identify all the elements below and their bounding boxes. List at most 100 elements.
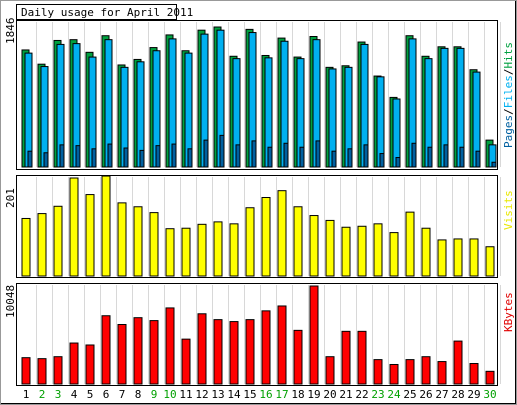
bar-pages-day-5	[91, 148, 97, 168]
bar-kbytes-day-5	[85, 344, 95, 385]
bar-pages-day-16	[267, 146, 273, 168]
x-tick-label-day-7: 7	[119, 388, 126, 401]
x-tick-label-day-24: 24	[387, 388, 401, 401]
bar-pages-day-20	[331, 150, 337, 168]
x-tick-label-day-11: 11	[179, 388, 192, 401]
bar-visits-day-6	[101, 175, 111, 277]
x-tick-label-day-15: 15	[243, 388, 256, 401]
bar-pages-day-3	[59, 144, 65, 168]
x-axis-labels: 1 2 3 4 5 6 7 8 9 10 11 12 13 14 15 16 17 18 19 20 21 22 23 24 2…	[23, 388, 497, 401]
x-tick-label-day-5: 5	[87, 388, 94, 401]
x-tick-label-day-28: 28	[451, 388, 464, 401]
x-tick-label-day-4: 4	[71, 388, 78, 401]
bar-kbytes-day-19	[309, 285, 319, 385]
bar-visits-day-9	[149, 212, 159, 277]
bar-visits-day-13	[213, 221, 223, 277]
bar-visits-day-7	[117, 202, 127, 277]
bar-pages-day-24	[395, 157, 401, 168]
bar-kbytes-day-23	[373, 359, 383, 385]
panel-kbytes-frame	[16, 283, 498, 386]
bar-pages-day-19	[315, 140, 321, 168]
bar-kbytes-day-6	[101, 315, 111, 385]
bar-kbytes-day-11	[181, 338, 191, 385]
grid-layer	[36, 22, 501, 384]
bar-kbytes-day-18	[293, 329, 303, 385]
hits-ymax-label: 1846	[4, 18, 17, 45]
legend-sep-1: /	[502, 108, 515, 115]
bar-pages-day-23	[379, 153, 385, 168]
x-tick-label-day-25: 25	[403, 388, 416, 401]
bar-visits-day-8	[133, 206, 143, 277]
bar-visits-day-11	[181, 227, 191, 277]
x-tick-label-day-13: 13	[211, 388, 224, 401]
bar-pages-day-7	[123, 147, 129, 168]
bar-visits-day-1	[21, 217, 31, 277]
legend-hits: Hits	[502, 42, 515, 69]
bar-pages-day-10	[171, 143, 177, 168]
bar-pages-day-11	[187, 148, 193, 168]
bar-kbytes-day-10	[165, 307, 175, 385]
bar-kbytes-day-30	[485, 370, 495, 385]
x-tick-label-day-17: 17	[275, 388, 288, 401]
bar-visits-day-3	[53, 205, 63, 277]
bar-files-day-2	[40, 66, 49, 168]
bar-pages-day-27	[443, 144, 449, 168]
bar-visits-day-29	[469, 238, 479, 277]
chart-title: Daily usage for April 2011	[21, 6, 193, 19]
bar-kbytes-day-26	[421, 356, 431, 385]
bar-pages-day-14	[235, 144, 241, 168]
bar-visits-day-15	[245, 207, 255, 277]
bar-visits-day-25	[405, 211, 415, 277]
bar-files-day-1	[24, 52, 33, 168]
bar-pages-day-2	[43, 152, 49, 168]
bar-kbytes-day-22	[357, 330, 367, 385]
bar-visits-day-26	[421, 227, 431, 277]
bar-visits-day-12	[197, 223, 207, 277]
bar-pages-day-22	[363, 144, 369, 168]
x-tick-label-day-12: 12	[195, 388, 208, 401]
bar-visits-day-24	[389, 232, 399, 277]
bar-kbytes-day-14	[229, 321, 239, 385]
bar-pages-day-15	[251, 140, 257, 168]
bar-kbytes-day-13	[213, 319, 223, 385]
panel-visits-frame	[16, 175, 498, 278]
panel-hits-frame	[16, 20, 498, 170]
bar-kbytes-day-9	[149, 320, 159, 385]
bar-visits-day-22	[357, 225, 367, 277]
x-tick-label-day-29: 29	[467, 388, 480, 401]
x-tick-label-day-3: 3	[55, 388, 62, 401]
bar-visits-day-30	[485, 246, 495, 277]
x-tick-label-day-16: 16	[259, 388, 272, 401]
x-tick-label-day-26: 26	[419, 388, 432, 401]
legend-pages: Pages	[502, 115, 515, 148]
bar-kbytes-day-15	[245, 319, 255, 385]
bar-visits-day-2	[37, 213, 47, 277]
bar-kbytes-day-27	[437, 361, 447, 385]
bar-kbytes-day-7	[117, 324, 127, 385]
bar-visits-day-27	[437, 239, 447, 277]
x-tick-label-day-27: 27	[435, 388, 448, 401]
bar-visits-day-20	[325, 219, 335, 277]
x-tick-label-day-20: 20	[323, 388, 336, 401]
x-tick-label-day-8: 8	[135, 388, 142, 401]
bar-visits-day-17	[277, 190, 287, 277]
bar-pages-day-26	[427, 146, 433, 168]
bar-kbytes-day-21	[341, 330, 351, 385]
x-tick-label-day-22: 22	[355, 388, 368, 401]
visits-legend: Visits	[502, 190, 515, 230]
bar-visits-day-5	[85, 194, 95, 277]
bar-visits-day-4	[69, 177, 79, 277]
bar-pages-day-6	[107, 143, 113, 168]
bar-visits-day-10	[165, 228, 175, 277]
bar-visits-day-19	[309, 215, 319, 277]
legend-files: Files	[502, 75, 515, 108]
bar-kbytes-day-16	[261, 310, 271, 385]
bar-pages-day-25	[411, 142, 417, 168]
x-tick-label-day-23: 23	[371, 388, 384, 401]
bar-pages-day-29	[475, 150, 481, 168]
x-tick-label-day-21: 21	[339, 388, 352, 401]
bar-pages-day-4	[75, 145, 81, 168]
bar-kbytes-day-28	[453, 340, 463, 385]
legend-sep-2: /	[502, 69, 515, 76]
